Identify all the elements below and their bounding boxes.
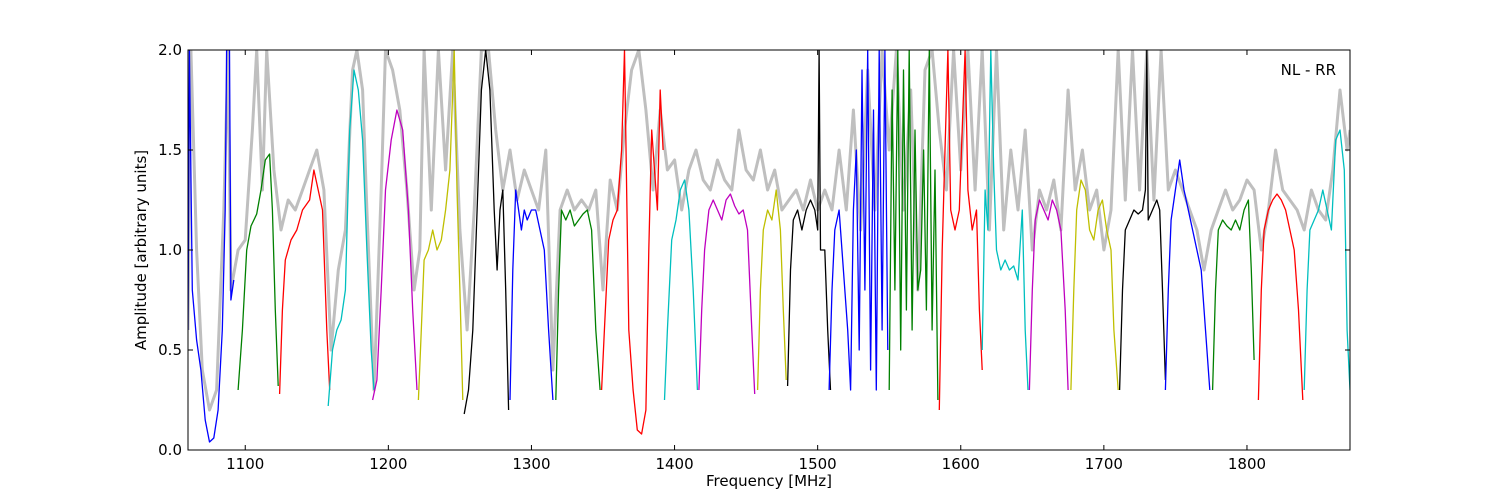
series-segment-2	[237, 153, 279, 391]
x-tick-label: 1500	[799, 455, 837, 473]
series-segment-20	[1070, 179, 1119, 391]
y-tick-label: 1.0	[158, 241, 182, 259]
series-segment-15	[828, 50, 889, 391]
plot-area	[188, 50, 1350, 450]
ticks-layer: 1100 1200 1300 1400 1500 1600 1700 1800 0.0 0.5 1.…	[158, 41, 1350, 473]
series-segment-8	[509, 189, 554, 401]
series-segment-1	[188, 50, 235, 443]
series-segment-5	[371, 109, 418, 401]
x-tick-label: 1800	[1228, 455, 1266, 473]
series-segment-22	[1164, 159, 1211, 391]
x-tick-label: 1200	[369, 455, 407, 473]
series-segment-7	[463, 50, 510, 415]
series-segment-4	[327, 69, 375, 407]
plot-frame	[187, 49, 1351, 451]
series-segment-10	[600, 50, 664, 435]
series-segment-25	[1303, 129, 1350, 391]
x-axis-label: Frequency [MHz]	[706, 472, 832, 490]
series-segment-18	[981, 50, 1029, 391]
background-trace	[188, 50, 1350, 412]
series-segment-3	[278, 169, 331, 395]
y-tick-label: 2.0	[158, 41, 182, 59]
series-segment-21	[1118, 50, 1167, 391]
series-segment-6	[417, 50, 464, 401]
x-tick-label: 1400	[655, 455, 693, 473]
series-layer	[188, 50, 1350, 443]
series-segment-19	[1028, 199, 1069, 391]
series-segment-17	[938, 50, 983, 411]
y-tick-label: 0.0	[158, 441, 182, 459]
y-tick-label: 1.5	[158, 141, 182, 159]
series-segment-14	[786, 50, 832, 391]
series-segment-12	[698, 193, 756, 395]
y-axis-label: Amplitude [arbitrary units]	[132, 150, 150, 350]
series-segment-24	[1257, 193, 1304, 401]
series-segment-23	[1211, 199, 1255, 391]
x-tick-label: 1700	[1085, 455, 1123, 473]
y-tick-label: 0.5	[158, 341, 182, 359]
series-segment-13	[756, 189, 787, 391]
x-tick-label: 1100	[226, 455, 264, 473]
x-tick-label: 1300	[512, 455, 550, 473]
x-tick-label: 1600	[942, 455, 980, 473]
series-segment-9	[555, 209, 601, 401]
series-segment-16	[888, 50, 939, 401]
annotation-label: NL - RR	[1281, 61, 1336, 79]
series-segment-11	[663, 179, 699, 401]
